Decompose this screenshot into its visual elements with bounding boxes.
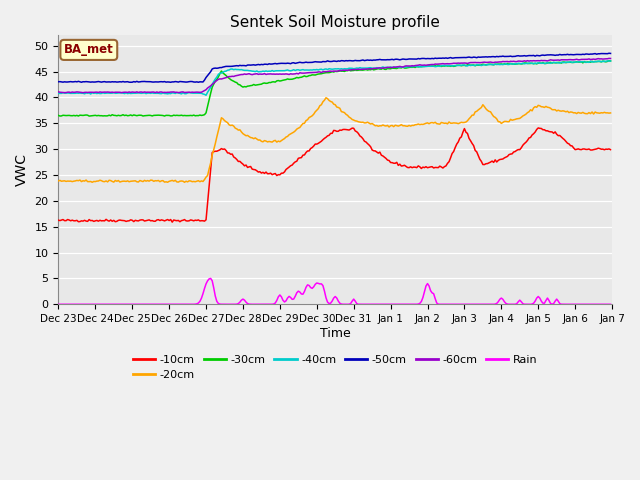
Legend: -10cm, -20cm, -30cm, -40cm, -50cm, -60cm, Rain: -10cm, -20cm, -30cm, -40cm, -50cm, -60cm… — [129, 350, 542, 385]
Title: Sentek Soil Moisture profile: Sentek Soil Moisture profile — [230, 15, 440, 30]
Text: BA_met: BA_met — [64, 43, 114, 57]
X-axis label: Time: Time — [320, 327, 351, 340]
Y-axis label: VWC: VWC — [15, 153, 29, 186]
